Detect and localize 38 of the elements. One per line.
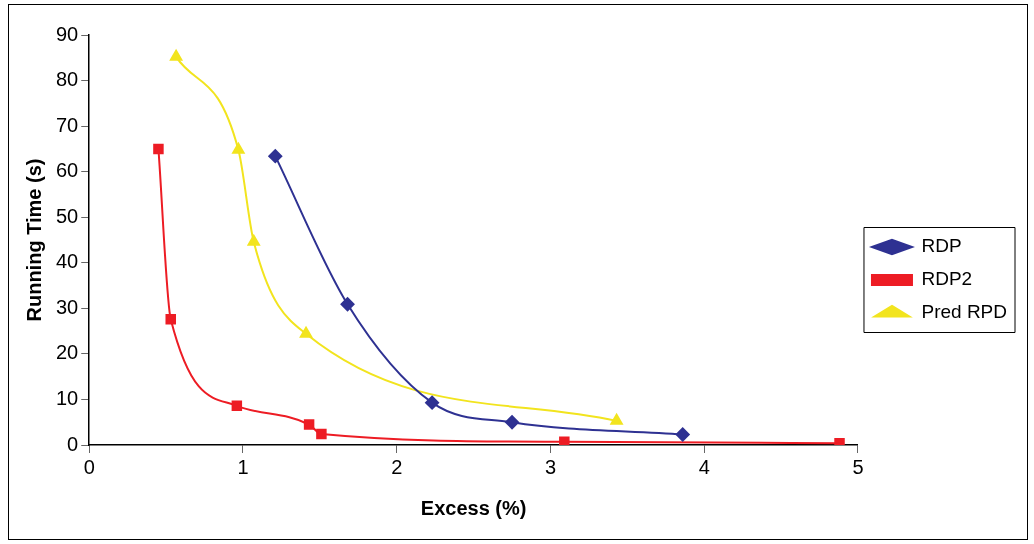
y-tick-label: 90 [56, 22, 79, 45]
y-tick-label: 60 [56, 159, 79, 182]
y-tick-label: 40 [56, 250, 79, 273]
point [834, 437, 845, 445]
y-tick-label: 30 [56, 295, 79, 318]
point [165, 314, 176, 325]
legend-label: RDP [921, 235, 962, 257]
x-axis-title: Excess (%) [420, 496, 527, 519]
point [299, 326, 313, 338]
legend-label: RDP2 [921, 268, 973, 290]
point [675, 427, 690, 442]
point [153, 143, 164, 155]
point [232, 142, 245, 154]
y-axis-title: Running Time (s) [22, 158, 45, 322]
x-tick-label: 2 [391, 455, 403, 478]
point [316, 428, 327, 440]
x-tick-label: 3 [544, 455, 557, 478]
x-tick-label: 1 [237, 455, 249, 478]
y-tick-label: 70 [56, 113, 79, 136]
point [610, 413, 623, 425]
x-tick-label: 4 [698, 455, 710, 478]
point [340, 297, 355, 312]
y-tick-label: 10 [56, 386, 79, 409]
point [425, 395, 440, 410]
x-tick-label: 5 [852, 455, 864, 478]
point [247, 234, 260, 246]
y-tick-label: 50 [56, 204, 79, 227]
point [505, 415, 520, 430]
legend-label: Pred RPD [921, 301, 1007, 323]
x-tick-label: 0 [83, 455, 95, 478]
point [268, 149, 283, 164]
point [303, 419, 315, 430]
y-tick-label: 20 [56, 341, 79, 364]
point [231, 400, 243, 412]
point [559, 436, 570, 445]
point [169, 49, 183, 61]
y-tick-label: 80 [56, 68, 79, 91]
y-tick-label: 0 [67, 432, 79, 455]
